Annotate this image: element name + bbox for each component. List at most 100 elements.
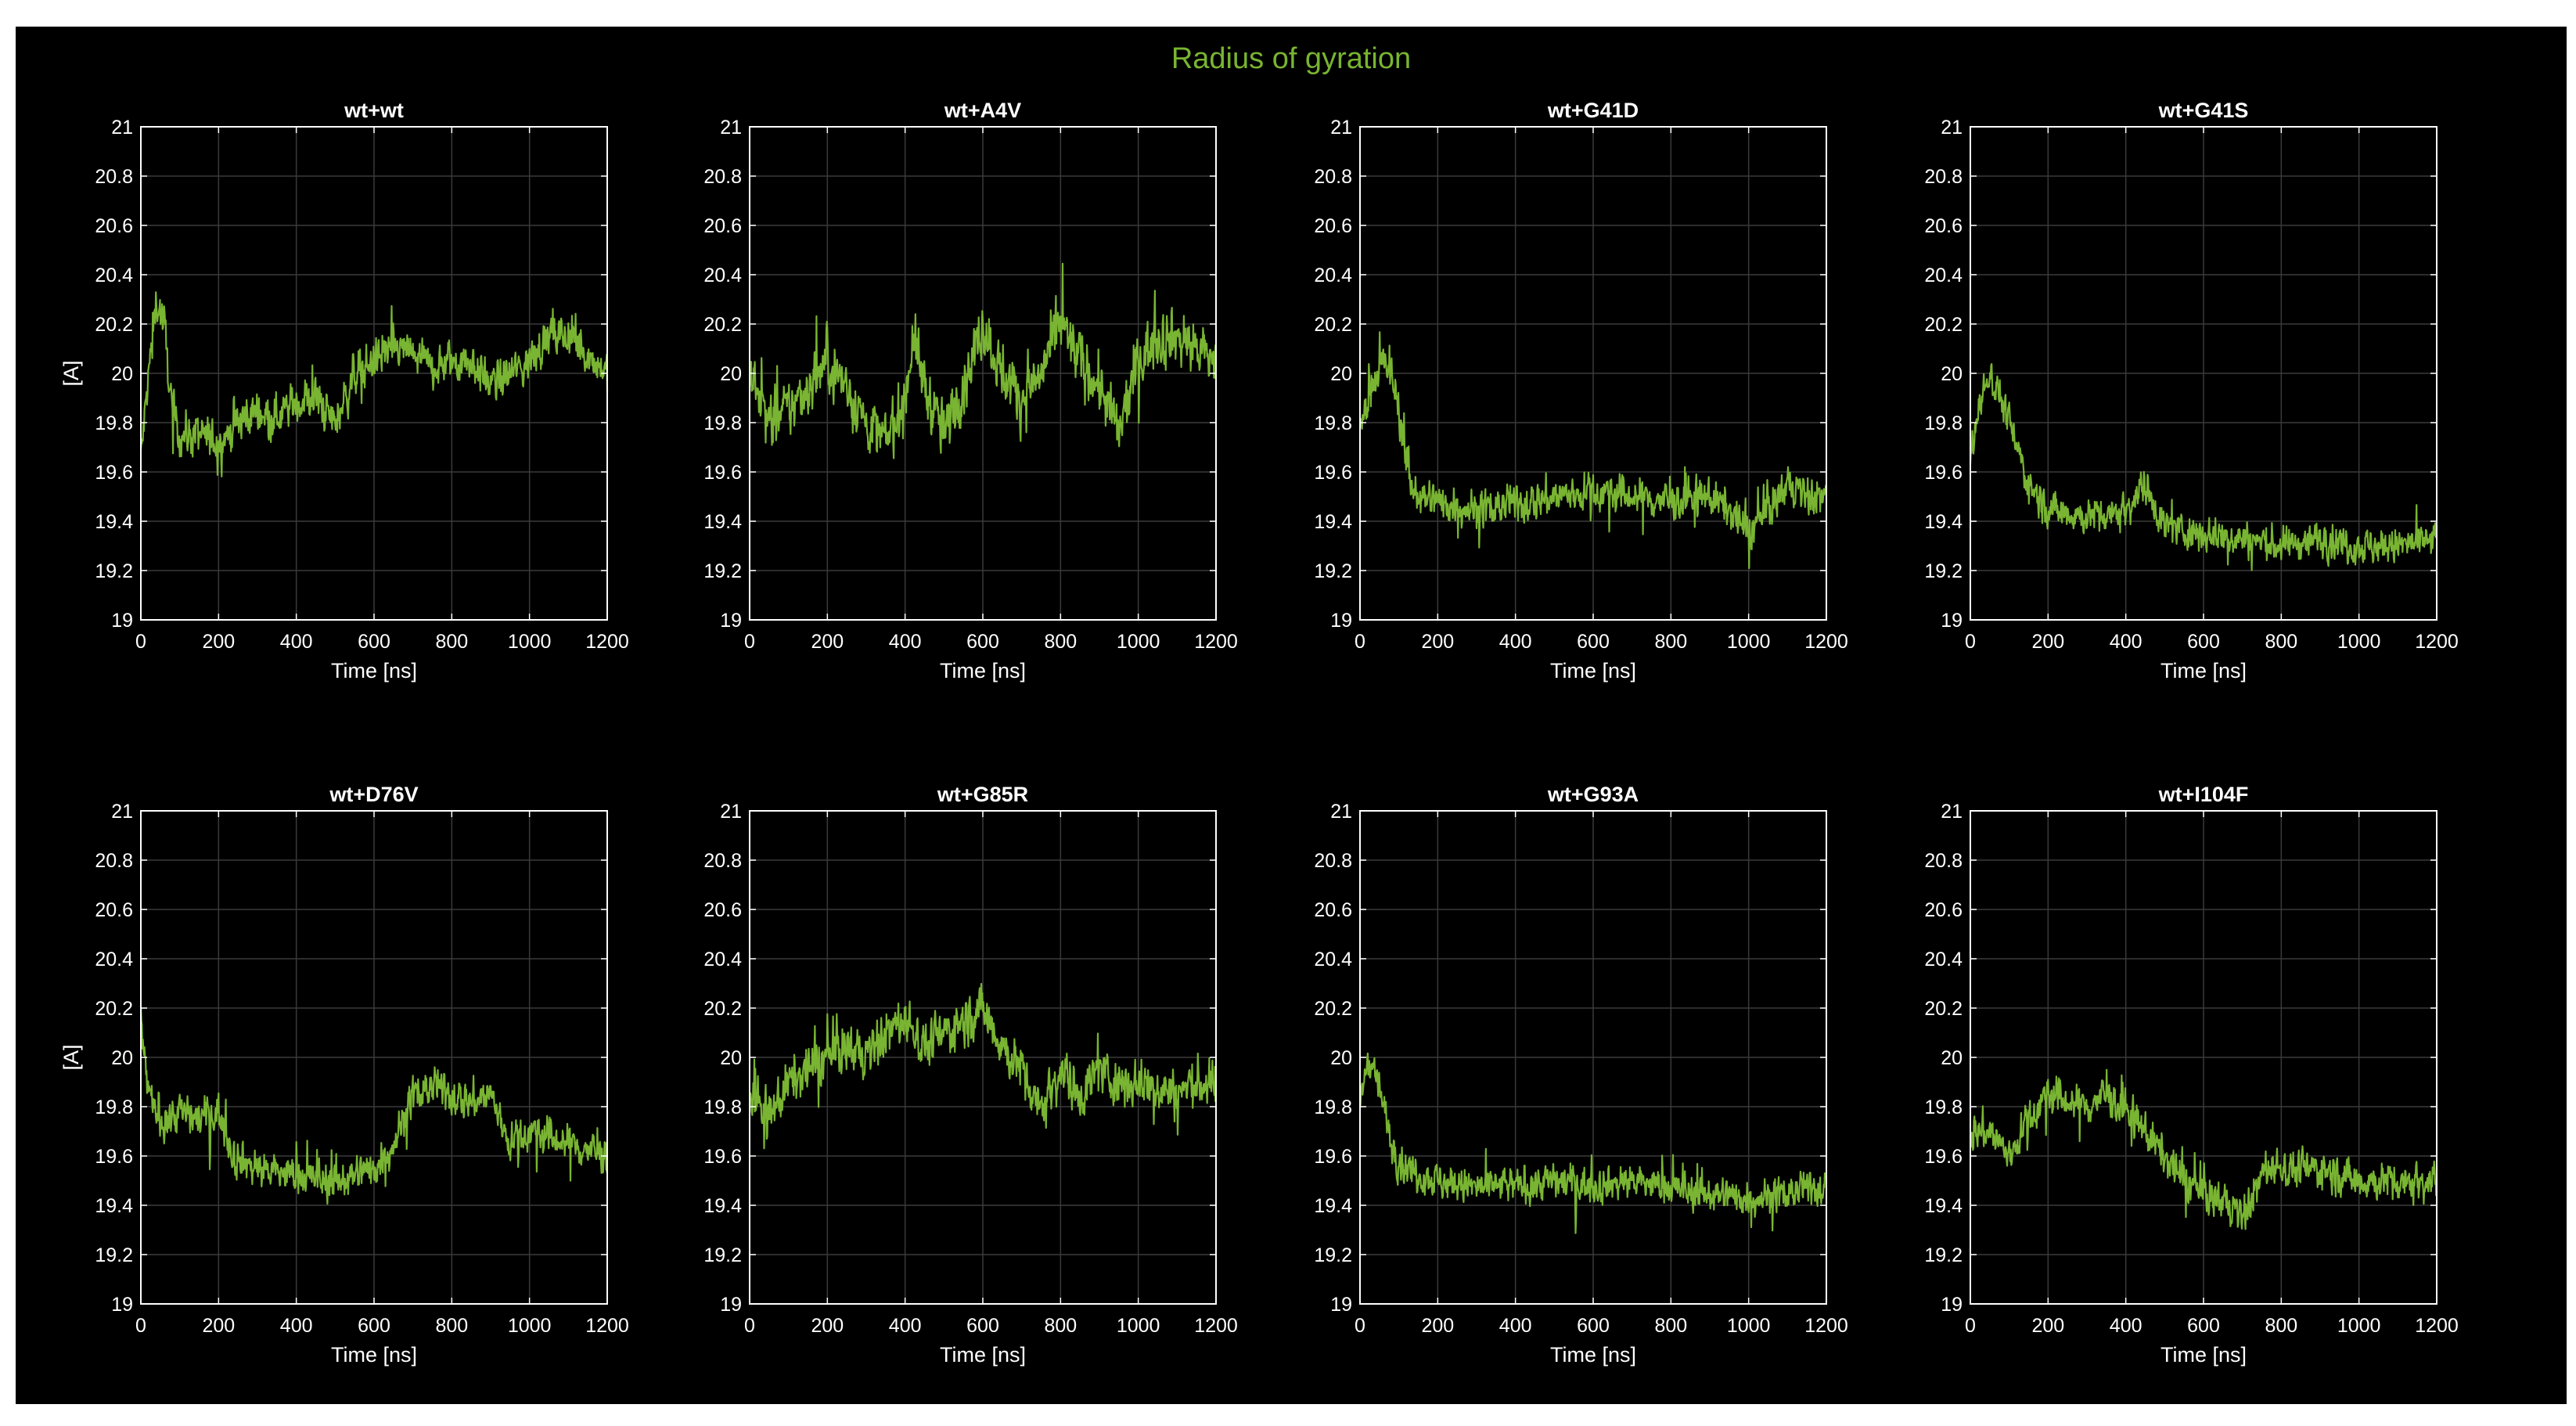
data-series-line	[1358, 1052, 1828, 1234]
x-axis-label: Time [ns]	[2160, 1343, 2247, 1367]
data-series-line	[139, 1006, 609, 1205]
y-tick-label: 20.8	[1314, 850, 1352, 872]
y-tick-label: 20.8	[1314, 166, 1352, 188]
y-tick-label: 21	[111, 117, 133, 139]
x-tick-label: 800	[1044, 631, 1077, 653]
y-tick-label: 20	[1941, 363, 1963, 385]
subplot: 0 200 400 600 800 1000 1200 19 19.2 19.4 19.6 19.8 2…	[59, 99, 629, 682]
y-tick-label: 19.4	[1314, 511, 1352, 533]
y-tick-label: 20.4	[1314, 949, 1352, 970]
x-tick-label: 1000	[1117, 1315, 1160, 1337]
y-tick-label: 21	[1941, 801, 1963, 823]
y-tick-label: 19.6	[95, 462, 133, 484]
x-tick-label: 800	[1654, 1315, 1687, 1337]
x-tick-label: 200	[2031, 1315, 2064, 1337]
y-tick-label: 21	[1941, 117, 1963, 139]
data-series-line	[1969, 363, 2438, 571]
subplot-title: wt+A4V	[944, 99, 1021, 122]
y-tick-label: 19.4	[703, 511, 742, 533]
y-axis-label: [A]	[59, 1044, 83, 1070]
y-tick-label: 20.2	[1314, 998, 1352, 1020]
subplot: 0 200 400 600 800 1000 1200 19 19.2 19.4 19.6 19.8 2…	[1314, 783, 1847, 1367]
x-tick-label: 800	[1044, 1315, 1077, 1337]
y-tick-label: 19.2	[703, 1244, 742, 1266]
x-tick-label: 1200	[1194, 1315, 1238, 1337]
y-tick-label: 19.8	[1924, 412, 1963, 434]
y-axis-label: [A]	[59, 360, 83, 386]
subplot-title: wt+G93A	[1547, 783, 1639, 806]
y-tick-label: 19.8	[95, 412, 133, 434]
subplot: 0 200 400 600 800 1000 1200 19 19.2 19.4 19.6 19.8 2…	[1314, 99, 1847, 682]
y-tick-label: 20	[111, 1047, 133, 1069]
x-tick-label: 400	[280, 1315, 313, 1337]
x-axis-label: Time [ns]	[940, 1343, 1026, 1367]
y-tick-label: 20	[720, 1047, 742, 1069]
y-tick-label: 20.6	[1924, 899, 1963, 921]
y-tick-label: 20.4	[95, 949, 133, 970]
x-tick-label: 400	[2110, 1315, 2142, 1337]
y-tick-label: 19.4	[95, 511, 133, 533]
x-tick-label: 600	[966, 631, 999, 653]
x-tick-label: 0	[744, 1315, 755, 1337]
y-tick-label: 20.2	[95, 998, 133, 1020]
y-tick-label: 20.2	[1924, 998, 1963, 1020]
y-tick-label: 19.6	[1314, 462, 1352, 484]
x-tick-label: 200	[202, 631, 235, 653]
x-tick-label: 800	[1654, 631, 1687, 653]
y-tick-label: 19	[1330, 1294, 1352, 1316]
y-tick-label: 20.8	[703, 166, 742, 188]
y-tick-label: 20.2	[703, 314, 742, 336]
data-series-line	[748, 982, 1218, 1150]
y-tick-label: 20.4	[703, 265, 742, 286]
x-tick-label: 0	[1355, 1315, 1365, 1337]
x-tick-label: 600	[2187, 1315, 2220, 1337]
y-tick-label: 19.4	[1314, 1195, 1352, 1217]
y-tick-label: 19.8	[95, 1097, 133, 1118]
y-tick-label: 21	[1330, 117, 1352, 139]
x-axis-label: Time [ns]	[331, 659, 417, 682]
x-tick-label: 1200	[1804, 1315, 1848, 1337]
figure-panel: Radius of gyration 0 200 400 600 800 1000 1200…	[16, 27, 2567, 1404]
y-tick-label: 19.6	[95, 1146, 133, 1168]
y-tick-label: 20.4	[703, 949, 742, 970]
subplot: 0 200 400 600 800 1000 1200 19 19.2 19.4 19.6 19.8 2…	[59, 783, 629, 1367]
x-tick-label: 1200	[1194, 631, 1238, 653]
y-tick-label: 19.2	[95, 560, 133, 582]
y-tick-label: 19.2	[1924, 1244, 1963, 1266]
x-tick-label: 0	[1965, 1315, 1976, 1337]
y-tick-label: 19.8	[703, 412, 742, 434]
x-tick-label: 200	[1421, 631, 1454, 653]
y-tick-label: 19	[111, 1294, 133, 1316]
y-tick-label: 19.4	[1924, 1195, 1963, 1217]
x-tick-label: 600	[966, 1315, 999, 1337]
x-tick-label: 200	[811, 1315, 844, 1337]
y-tick-label: 20.8	[95, 850, 133, 872]
y-tick-label: 19	[1941, 610, 1963, 632]
x-tick-label: 200	[202, 1315, 235, 1337]
subplot: 0 200 400 600 800 1000 1200 19 19.2 19.4 19.6 19.8 2…	[1924, 99, 2458, 682]
y-tick-label: 20.8	[95, 166, 133, 188]
y-tick-label: 21	[1330, 801, 1352, 823]
y-tick-label: 19.6	[1924, 1146, 1963, 1168]
subplot-grid: 0 200 400 600 800 1000 12001919.219.419.619.82…	[59, 99, 2459, 1367]
subplot-title: wt+wt	[344, 99, 404, 122]
x-tick-label: 1200	[585, 1315, 629, 1337]
data-series-line	[139, 291, 609, 477]
y-tick-label: 20.2	[1924, 314, 1963, 336]
x-tick-label: 1000	[508, 1315, 552, 1337]
y-tick-label: 19	[1941, 1294, 1963, 1316]
data-series-line	[1969, 1068, 2438, 1230]
subplot: 0 200 400 600 800 1000 1200 19 19.2 19.4 19.6 19.8 2…	[703, 783, 1237, 1367]
x-tick-label: 1000	[2337, 1315, 2381, 1337]
x-tick-label: 400	[2110, 631, 2142, 653]
y-tick-label: 19.4	[1924, 511, 1963, 533]
y-tick-label: 19.8	[1924, 1097, 1963, 1118]
y-tick-label: 19	[111, 610, 133, 632]
x-tick-label: 400	[1499, 1315, 1532, 1337]
x-axis-label: Time [ns]	[2160, 659, 2247, 682]
y-tick-label: 20.4	[1924, 265, 1963, 286]
subplot: 0 200 400 600 800 1000 1200 19 19.2 19.4 19.6 19.8 2…	[1924, 783, 2458, 1367]
y-tick-label: 20.8	[703, 850, 742, 872]
y-tick-label: 19.6	[703, 1146, 742, 1168]
y-tick-label: 20	[111, 363, 133, 385]
